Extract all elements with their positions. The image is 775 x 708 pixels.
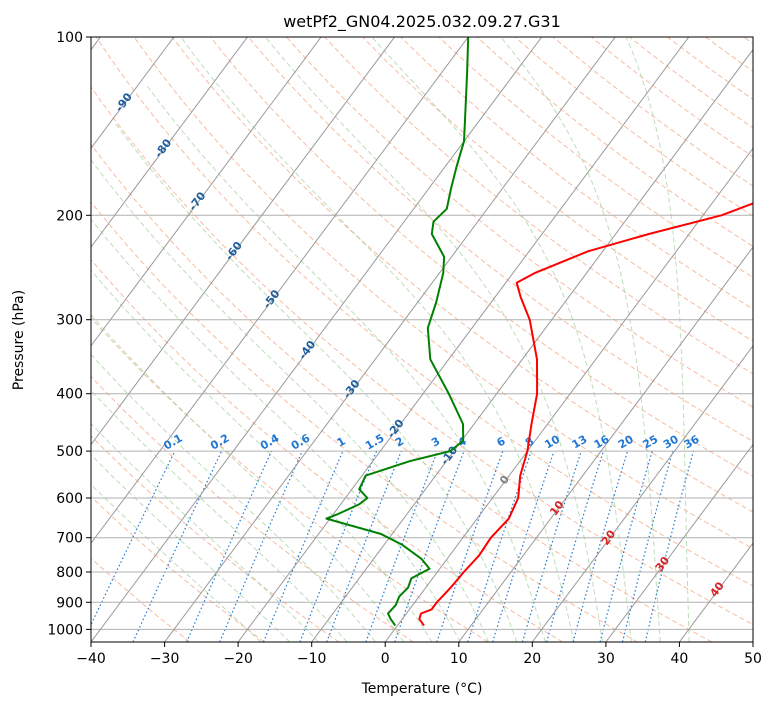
moist-adiabat (180, 37, 575, 642)
plot-background (91, 37, 753, 642)
dry-adiabat (91, 258, 563, 642)
dry-adiabat (95, 37, 753, 587)
x-tick-label: −10 (297, 651, 327, 667)
isotherm (237, 37, 690, 642)
isotherm (91, 37, 248, 248)
moist-adiabat (625, 37, 690, 642)
moist-adiabat (371, 37, 632, 642)
y-axis-ticks: 100 200 300 400 500 600 700 800 900 1000 (47, 30, 91, 638)
mixing-ratio-line (219, 450, 303, 642)
x-axis-ticks: −40 −30 −20 −10 0 10 20 30 40 50 (76, 642, 762, 667)
plot-frame (90, 36, 754, 643)
isotherm (91, 37, 396, 446)
dry-adiabat (91, 86, 753, 626)
isopleth-labels: 0.10.20.40.611.52346810131620253036-100-… (113, 90, 727, 599)
y-tick-label: 200 (56, 208, 83, 224)
y-tick-label: 600 (56, 491, 83, 507)
x-tick-label: −20 (223, 651, 253, 667)
y-tick-label: 900 (56, 595, 83, 611)
y-tick-label: 400 (56, 387, 83, 403)
x-tick-label: −30 (150, 651, 180, 667)
dry-adiabat (91, 495, 265, 642)
isotherm (311, 48, 753, 642)
x-tick-label: 0 (381, 651, 390, 667)
isotherm (91, 37, 322, 347)
chart-title: wetPf2_GN04.2025.032.09.27.G31 (283, 12, 561, 32)
moist-adiabat (145, 83, 546, 642)
moist-adiabat (91, 483, 262, 642)
y-tick-label: 300 (56, 313, 83, 329)
mixing-ratio-line (186, 450, 273, 642)
x-tick-label: 20 (523, 651, 541, 667)
x-axis-title: Temperature (°C) (361, 681, 483, 697)
dry-adiabat (171, 37, 753, 513)
dry-adiabat (324, 37, 753, 375)
plot-area: 0.10.20.40.611.52346810131620253036-100-… (91, 37, 753, 642)
mixing-ratio-lines (91, 450, 694, 642)
y-tick-label: 1000 (47, 622, 83, 638)
isotherm (91, 37, 175, 150)
moist-adiabat (91, 314, 405, 642)
y-tick-label: 800 (56, 565, 83, 581)
isotherm (531, 344, 753, 642)
moist-adiabat (91, 454, 291, 642)
isotherm (91, 37, 469, 545)
isotherm (384, 147, 753, 642)
y-tick-label: 500 (56, 444, 83, 460)
dry-adiabat (438, 37, 753, 278)
y-tick-label: 700 (56, 531, 83, 547)
moist-adiabat (500, 37, 661, 642)
mixing-ratio-line (365, 450, 438, 642)
x-tick-label: 40 (670, 651, 688, 667)
isotherm (164, 37, 616, 642)
dry-adiabat (286, 37, 753, 408)
y-axis-title: Pressure (hPa) (11, 290, 27, 390)
mixing-ratio-line (436, 450, 504, 642)
mixing-ratio-line (492, 450, 555, 642)
mixing-ratio-line (326, 450, 402, 642)
mixing-ratio-line (572, 450, 629, 642)
mixing-ratio-line (622, 450, 674, 642)
isotherm (605, 443, 753, 642)
dry-adiabat (91, 201, 638, 642)
x-tick-label: 30 (597, 651, 615, 667)
moist-adiabat (91, 353, 376, 642)
x-tick-label: 50 (744, 651, 762, 667)
mixing-ratio-line (546, 450, 604, 642)
profile-series (325, 37, 753, 627)
x-tick-label: −40 (76, 651, 106, 667)
isotherms (91, 37, 753, 642)
dewpoint-profile-line (325, 37, 470, 627)
mixing-ratio-line (299, 450, 378, 642)
dry-adiabat (91, 143, 713, 642)
dry-adiabat (209, 37, 753, 477)
temperature-profile-line (418, 202, 753, 627)
y-tick-label: 100 (56, 30, 83, 46)
mixing-ratio-line (599, 450, 653, 642)
moist-adiabat (91, 218, 461, 642)
dry-adiabat (91, 316, 489, 642)
isotherm (458, 246, 753, 642)
pressure-gridlines (91, 37, 753, 630)
moist-adiabat (91, 423, 319, 642)
isotherm (91, 37, 543, 642)
mixing-ratio-line (467, 450, 532, 642)
moist-adiabat (264, 37, 604, 642)
x-tick-label: 10 (450, 651, 468, 667)
dry-adiabat (514, 37, 753, 217)
dry-adiabat (133, 37, 753, 550)
moist-adiabat (91, 269, 433, 642)
mixing-ratio-line (521, 450, 582, 642)
mixing-ratio-line (262, 450, 344, 642)
dry-adiabat (552, 37, 753, 187)
